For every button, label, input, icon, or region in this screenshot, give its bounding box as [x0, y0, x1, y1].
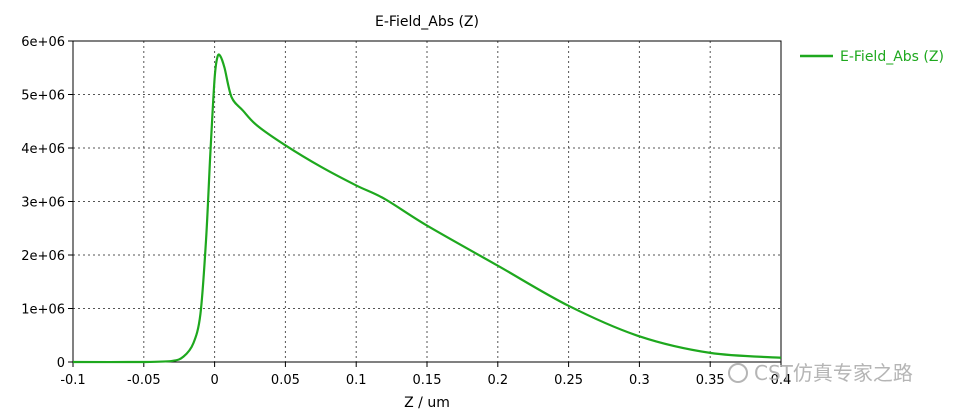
- x-axis-label: Z / um: [404, 395, 450, 411]
- x-tick-label: -0.05: [127, 373, 161, 388]
- y-tick-label: 5e+06: [21, 89, 65, 104]
- y-tick-label: 1e+06: [21, 303, 65, 318]
- watermark: CST仿真专家之路: [728, 361, 913, 385]
- chart-title: E-Field_Abs (Z): [375, 14, 479, 30]
- series-line-e-field-abs: [72, 53, 782, 364]
- x-tick-label: 0.2: [487, 373, 508, 388]
- y-tick-label: 3e+06: [21, 196, 65, 211]
- x-tick-label: 0: [210, 373, 218, 388]
- legend-label: E-Field_Abs (Z): [840, 49, 944, 65]
- x-tick-label: 0.4: [771, 373, 792, 388]
- y-tick-label: 0: [57, 356, 65, 371]
- axis-ticks: -0.1 -0.05 0 0.05 0.1 0.15 0.2 0.25 0.3 0.35 0.4 0 1…: [21, 35, 791, 388]
- x-tick-label: 0.35: [696, 373, 725, 388]
- watermark-text: CST仿真专家之路: [754, 361, 913, 385]
- x-tick-label: 0.1: [346, 373, 367, 388]
- y-tick-label: 4e+06: [21, 142, 65, 157]
- series-layer: [72, 53, 782, 364]
- wechat-icon: [728, 363, 748, 383]
- grid: [73, 41, 781, 362]
- legend[interactable]: E-Field_Abs (Z): [800, 49, 944, 65]
- x-tick-label: 0.3: [629, 373, 650, 388]
- x-tick-label: 0.25: [554, 373, 583, 388]
- y-tick-label: 6e+06: [21, 35, 65, 50]
- y-tick-label: 2e+06: [21, 249, 65, 264]
- x-tick-label: 0.15: [413, 373, 442, 388]
- x-tick-label: 0.05: [271, 373, 300, 388]
- x-tick-label: -0.1: [60, 373, 85, 388]
